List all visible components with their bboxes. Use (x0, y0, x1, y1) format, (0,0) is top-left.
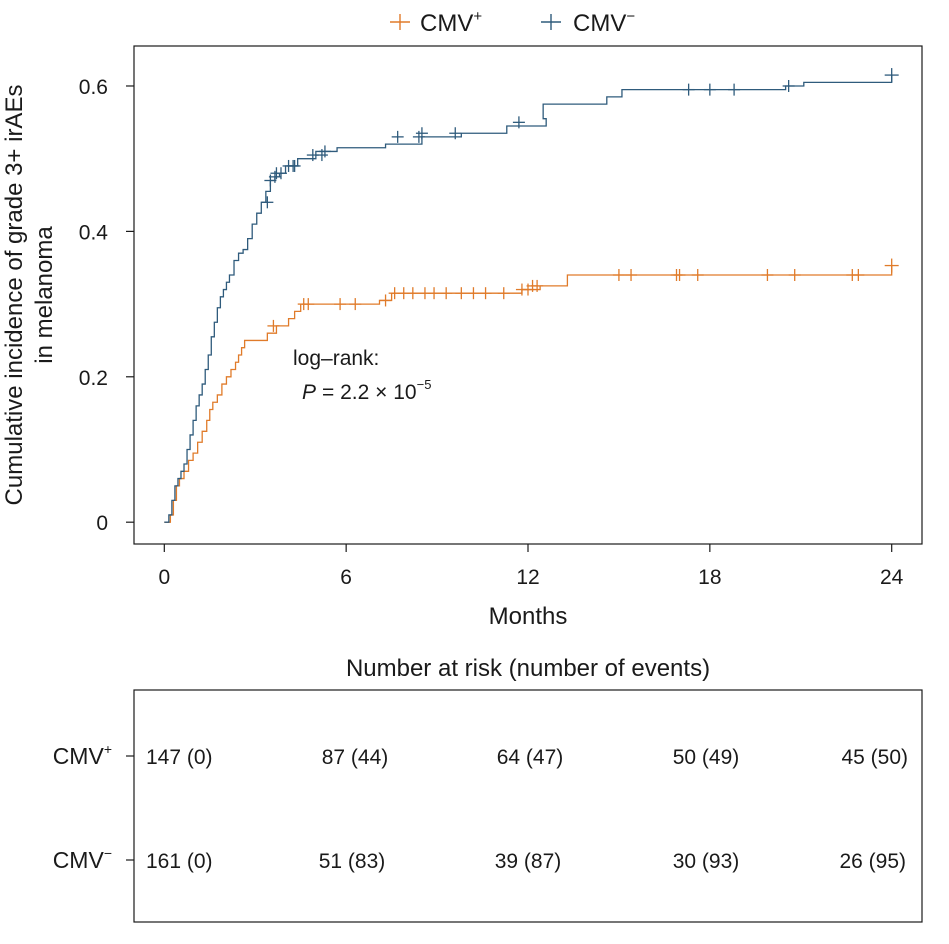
risk-cell: 30 (93) (673, 850, 740, 873)
censor-mark (318, 145, 331, 158)
x-tick-label: 0 (158, 566, 170, 589)
x-tick-label: 18 (698, 566, 721, 589)
y-axis-label-line-2: in melanoma (31, 226, 58, 364)
y-axis-ticks: 0 0.2 0.4 0.6 (79, 76, 134, 535)
censor-mark (274, 167, 287, 180)
legend-label-cmv-pos: CMV+ (420, 8, 482, 37)
logrank-p-value: P = 2.2 × 10−5 (302, 377, 431, 404)
censor-mark (406, 287, 419, 300)
risk-table-title: Number at risk (number of events) (346, 655, 710, 682)
risk-cell: 147 (0) (146, 746, 213, 769)
censor-mark (761, 269, 774, 282)
series-layer (164, 68, 899, 523)
risk-cell: 87 (44) (322, 746, 389, 769)
x-tick-label: 24 (880, 566, 904, 589)
risk-table: Number at risk (number of events) CMV+ 1… (53, 655, 923, 923)
censor-mark (884, 258, 899, 273)
censor-mark (302, 298, 315, 311)
y-axis-label: Cumulative incidence of grade 3+ irAEs i… (1, 85, 58, 506)
y-axis-label-line-1: Cumulative incidence of grade 3+ irAEs (1, 85, 28, 506)
censor-mark (852, 269, 865, 282)
series-line (164, 265, 893, 523)
censor-mark (512, 116, 525, 129)
censor-mark (497, 287, 510, 300)
censor-mark (703, 83, 716, 96)
series-line (164, 75, 893, 523)
x-tick-label: 12 (516, 566, 539, 589)
censor-mark (682, 83, 695, 96)
risk-cell: 51 (83) (319, 850, 386, 873)
censor-mark (428, 287, 441, 300)
censor-mark (267, 319, 280, 332)
x-axis-ticks: 0 6 12 18 24 (158, 544, 904, 589)
censor-mark (391, 130, 404, 143)
censor-mark (379, 294, 392, 307)
censor-mark (455, 287, 468, 300)
y-tick-label: 0.4 (79, 221, 109, 244)
censor-mark (691, 269, 704, 282)
risk-row-cmv-neg: CMV− 161 (0) 51 (83) 39 (87) 30 (93) 26 … (53, 845, 906, 873)
risk-row-label-cmv-pos: CMV+ (53, 741, 112, 769)
censor-mark (415, 127, 428, 140)
risk-cell: 39 (87) (495, 850, 562, 873)
risk-row-label-cmv-neg: CMV− (53, 845, 112, 873)
y-tick-label: 0.6 (79, 76, 108, 99)
censor-mark (612, 269, 625, 282)
risk-cell: 26 (95) (839, 850, 906, 873)
risk-table-frame (133, 689, 923, 923)
censor-mark (440, 287, 453, 300)
legend: CMV+ CMV− (390, 8, 635, 37)
censor-mark (449, 127, 462, 140)
censor-mark (531, 279, 544, 292)
logrank-annotation: log–rank: P = 2.2 × 10−5 (293, 347, 431, 404)
censor-mark (479, 287, 492, 300)
risk-cell: 45 (50) (841, 746, 908, 769)
legend-label-cmv-neg: CMV− (573, 8, 635, 37)
x-tick-label: 6 (340, 566, 352, 589)
legend-item-cmv-pos: CMV+ (390, 8, 482, 37)
censor-mark (728, 83, 741, 96)
risk-cell: 64 (47) (497, 746, 564, 769)
censor-mark (349, 298, 362, 311)
y-tick-label: 0.2 (79, 367, 108, 390)
risk-row-cmv-pos: CMV+ 147 (0) 87 (44) 64 (47) 50 (49) 45 … (53, 741, 908, 769)
censor-mark (334, 298, 347, 311)
censor-mark (782, 79, 795, 92)
series-cmv-pos (164, 258, 899, 523)
risk-cell: 161 (0) (146, 850, 213, 873)
censor-mark (788, 269, 801, 282)
censor-mark (467, 287, 480, 300)
logrank-label: log–rank: (293, 347, 379, 370)
risk-cell: 50 (49) (673, 746, 740, 769)
censor-mark (884, 68, 899, 83)
legend-item-cmv-neg: CMV− (541, 8, 635, 37)
y-tick-label: 0 (96, 512, 108, 535)
series-cmv-neg (164, 68, 899, 523)
x-axis-label: Months (489, 603, 568, 630)
censor-mark (625, 269, 638, 282)
censor-mark (261, 196, 274, 209)
censor-mark (288, 159, 301, 172)
censor-mark (673, 269, 686, 282)
